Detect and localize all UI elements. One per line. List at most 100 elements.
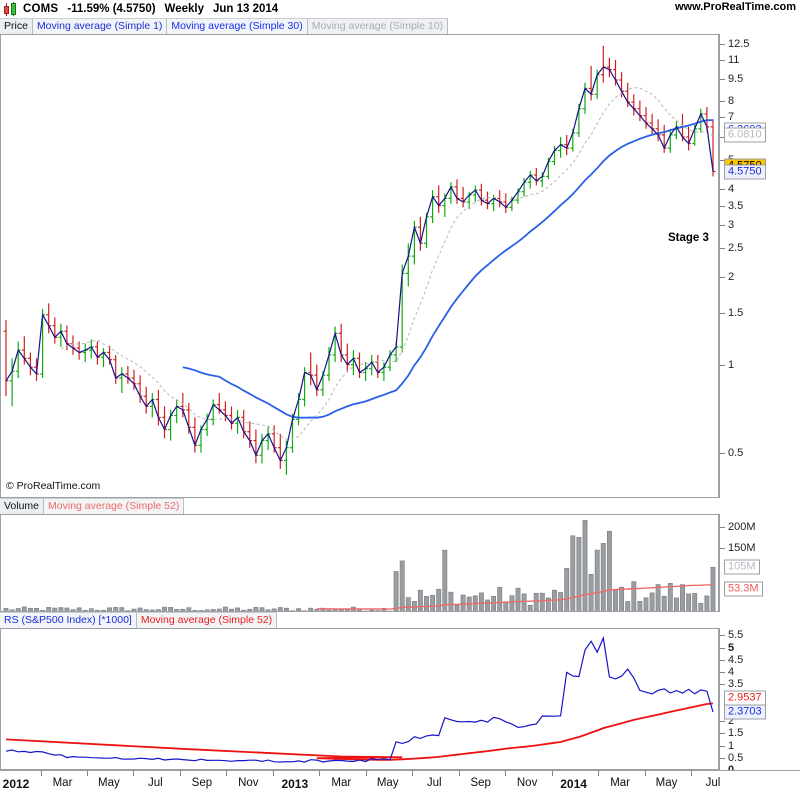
volume-plot-area[interactable] xyxy=(0,514,719,612)
rs-tick xyxy=(720,745,725,747)
legend-item-1[interactable]: Moving average (Simple 52) xyxy=(44,499,185,514)
rs-tick xyxy=(720,684,725,686)
volume-value[interactable]: 105M xyxy=(724,559,760,575)
price-panel: 12.5119.5876543.532.521.510.56.36036.081… xyxy=(0,34,800,498)
price-tick xyxy=(720,452,725,454)
volume-tick xyxy=(720,526,725,528)
date-tick xyxy=(412,771,414,776)
volume-panel: 200M 150M 105M 53.3M xyxy=(0,514,800,612)
price-tick-label: 3 xyxy=(728,219,735,232)
price-tick xyxy=(720,43,725,45)
price-tick xyxy=(720,160,725,162)
rs-tick-label: 0.5 xyxy=(728,751,744,764)
rs-tick-label: 1.5 xyxy=(728,727,744,740)
candlestick-icon xyxy=(3,2,19,16)
price-tick-label: 7 xyxy=(728,111,735,124)
rs-tick xyxy=(720,672,725,674)
change-label: -11.59% (4.5750) xyxy=(67,3,156,15)
price-axis[interactable]: 12.5119.5876543.532.521.510.56.36036.081… xyxy=(719,34,800,498)
rs-value[interactable]: 2.3703 xyxy=(724,704,766,720)
legend-item-3[interactable]: Moving average (Simple 10) xyxy=(307,19,449,34)
price-tick-label: 12.5 xyxy=(728,37,750,50)
price-tick-label: 1.5 xyxy=(728,307,744,320)
symbol-label: COMS xyxy=(23,3,59,15)
price-tick-label: 1 xyxy=(728,358,735,371)
ma1-value[interactable]: 4.5750 xyxy=(724,164,766,179)
date-tick xyxy=(226,771,228,776)
legend-item-label: RS (S&P500 Index) [*1000] xyxy=(4,614,132,626)
volume-panel-legend: Volume Moving average (Simple 52) xyxy=(0,498,185,515)
date-tick-label: Mar xyxy=(331,777,352,789)
timeframe-label: Weekly xyxy=(164,3,204,15)
watermark-label: www.ProRealTime.com xyxy=(674,1,796,13)
date-tick xyxy=(179,771,181,776)
price-tick xyxy=(720,188,725,190)
rs-plot-area[interactable] xyxy=(0,628,719,770)
date-tick-label: 2012 xyxy=(2,777,30,791)
legend-item-0[interactable]: Price xyxy=(0,19,33,34)
price-tick-label: 11 xyxy=(728,54,740,66)
volume-tick-label: 150M xyxy=(728,542,756,555)
legend-item-label: Moving average (Simple 10) xyxy=(311,20,444,32)
date-tick-label: Mar xyxy=(610,777,630,789)
price-tick xyxy=(720,313,725,315)
rs-tick xyxy=(720,635,725,637)
price-tick-label: 2.5 xyxy=(728,242,744,255)
price-tick-label: 3.5 xyxy=(728,199,744,212)
stage-annotation: Stage 3 xyxy=(668,232,709,244)
legend-item-0[interactable]: RS (S&P500 Index) [*1000] xyxy=(0,613,137,628)
price-panel-legend: Price Moving average (Simple 1) Moving ave… xyxy=(0,18,449,35)
date-tick-label: Mar xyxy=(52,777,73,789)
rs-tick-label: 1 xyxy=(728,739,735,752)
legend-item-label: Price xyxy=(4,20,28,32)
legend-item-label: Moving average (Simple 52) xyxy=(140,614,273,626)
date-tick-label: 2013 xyxy=(281,777,309,791)
date-tick-label: Jul xyxy=(426,777,442,789)
price-tick-label: 8 xyxy=(728,94,735,107)
price-tick xyxy=(720,137,725,138)
rs-tick-label: 4.5 xyxy=(728,653,744,666)
legend-item-2[interactable]: Moving average (Simple 30) xyxy=(167,19,308,34)
price-tick xyxy=(720,205,725,207)
date-tick xyxy=(505,771,507,776)
rs-tick xyxy=(720,659,725,661)
price-tick xyxy=(720,276,725,278)
date-tick-label: Nov xyxy=(238,777,259,789)
rs-ma-value[interactable]: 2.9537 xyxy=(724,690,766,706)
date-tick-label: Sep xyxy=(470,777,491,789)
legend-item-1[interactable]: Moving average (Simple 52) xyxy=(136,613,278,628)
price-tick-label: 0.5 xyxy=(728,446,744,459)
date-label: Jun 13 2014 xyxy=(212,3,279,15)
legend-item-0[interactable]: Volume xyxy=(0,499,45,514)
rs-tick-label: 4 xyxy=(728,666,735,679)
date-tick-label: May xyxy=(655,777,678,789)
price-plot-area[interactable] xyxy=(0,34,719,498)
date-axis[interactable]: 2012 Mar May Jul Sep Nov 2013 Mar May Jul Sep Nov 20… xyxy=(0,770,800,800)
volume-axis[interactable]: 200M 150M 105M 53.3M xyxy=(719,514,800,612)
date-tick-label: Nov xyxy=(516,777,538,789)
legend-item-label: Moving average (Simple 1) xyxy=(36,20,163,32)
volume-ma-value[interactable]: 53.3M xyxy=(724,581,763,597)
date-tick xyxy=(319,771,321,776)
rs-tick-label: 5 xyxy=(728,641,735,654)
rs-tick xyxy=(720,733,725,735)
price-tick xyxy=(720,364,725,366)
rs-tick-label: 5.5 xyxy=(728,629,744,642)
price-tick xyxy=(720,225,725,227)
date-tick-label: Sep xyxy=(191,777,213,789)
date-tick-label: 2014 xyxy=(560,777,587,791)
legend-item-label: Moving average (Simple 52) xyxy=(48,500,180,512)
rs-tick-label: 3.5 xyxy=(728,678,744,691)
ma10-value[interactable]: 6.0810 xyxy=(724,127,766,143)
volume-tick-label: 200M xyxy=(728,520,756,533)
legend-item-1[interactable]: Moving average (Simple 1) xyxy=(32,19,168,34)
date-tick xyxy=(133,771,135,776)
price-tick-label: 4 xyxy=(728,182,735,195)
date-tick xyxy=(551,771,553,776)
price-tick xyxy=(720,78,725,80)
date-tick-label: Jul xyxy=(148,777,163,789)
legend-item-label: Volume xyxy=(4,500,40,512)
